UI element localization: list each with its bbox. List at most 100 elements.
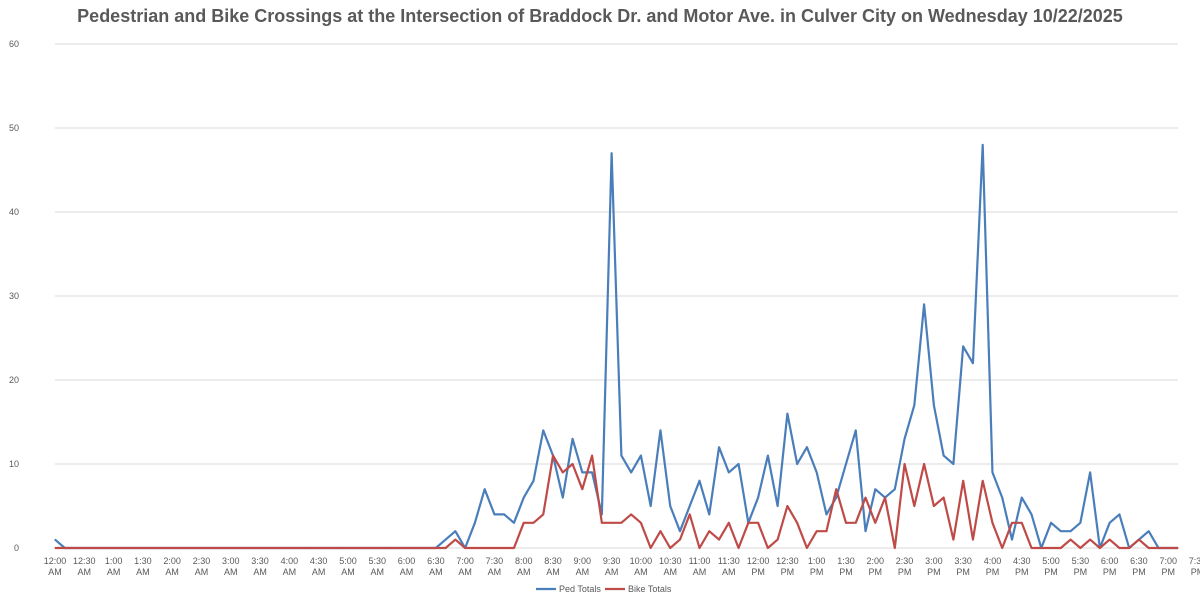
x-tick-time: 7:30 [1189,556,1200,566]
y-tick-label: 40 [9,207,19,217]
data-point-ped-totals [708,513,710,516]
data-point-ped-totals [698,480,701,482]
data-point-ped-totals [513,522,515,524]
data-point-ped-totals [728,471,730,473]
data-point-bike-totals [425,547,427,549]
x-tick-period: AM [693,567,707,577]
data-point-ped-totals [952,463,955,465]
data-point-ped-totals [1011,539,1013,541]
data-point-ped-totals [532,480,535,482]
series-points-ped-totals [54,144,1179,549]
data-point-ped-totals [454,530,456,532]
data-point-ped-totals [1148,530,1150,532]
x-tick-period: PM [986,567,1000,577]
data-point-ped-totals [659,429,662,431]
data-point-bike-totals [816,530,818,532]
data-point-bike-totals [279,547,281,549]
legend-entry-bike-totals: Bike Totals [605,584,672,594]
data-point-bike-totals [562,471,564,473]
data-point-bike-totals [1069,539,1072,541]
data-point-bike-totals [669,547,671,549]
y-tick-label: 20 [9,375,19,385]
x-tick-period: AM [224,567,238,577]
data-point-bike-totals [1079,547,1081,549]
data-point-ped-totals [982,144,984,146]
x-tick-time: 11:30 [718,556,740,566]
data-point-bike-totals [864,497,867,499]
data-point-bike-totals [991,522,994,524]
data-point-bike-totals [415,547,417,549]
data-point-bike-totals [54,547,56,549]
x-tick-period: AM [663,567,677,577]
x-tick-period: AM [371,567,385,577]
data-point-bike-totals [650,547,652,549]
data-point-bike-totals [64,547,66,549]
data-point-bike-totals [396,547,398,549]
data-point-bike-totals [366,547,369,549]
data-point-bike-totals [1001,547,1003,549]
data-point-bike-totals [142,547,144,549]
data-point-ped-totals [1069,530,1072,532]
data-point-bike-totals [122,547,124,549]
data-point-ped-totals [1089,471,1091,473]
y-tick-label: 30 [9,291,19,301]
data-point-bike-totals [474,547,476,549]
data-point-bike-totals [464,547,466,549]
data-point-bike-totals [513,547,515,549]
x-tick-time: 6:00 [398,556,416,566]
data-point-bike-totals [698,547,701,549]
data-point-bike-totals [845,522,847,524]
y-tick-label: 60 [9,39,19,49]
data-point-ped-totals [923,303,925,305]
data-point-bike-totals [435,547,437,549]
x-tick-period: PM [1074,567,1088,577]
data-point-ped-totals [786,413,788,415]
data-point-ped-totals [943,455,945,457]
data-point-bike-totals [161,547,164,549]
data-point-bike-totals [171,547,173,549]
x-tick-time: 3:00 [925,556,943,566]
data-point-bike-totals [601,522,603,524]
data-point-bike-totals [1030,547,1033,549]
data-point-ped-totals [894,488,896,490]
data-point-ped-totals [679,530,681,532]
x-tick-time: 3:30 [251,556,269,566]
data-point-bike-totals [1040,547,1042,549]
x-tick-period: AM [341,567,355,577]
data-point-ped-totals [620,455,622,457]
x-tick-period: AM [165,567,179,577]
data-point-bike-totals [1060,547,1062,549]
x-tick-time: 5:00 [1042,556,1060,566]
x-tick-time: 1:30 [134,556,152,566]
data-point-bike-totals [796,522,798,524]
x-tick-time: 2:30 [896,556,914,566]
data-point-bike-totals [903,463,906,465]
x-tick-period: AM [488,567,502,577]
data-point-ped-totals [484,488,486,490]
data-point-bike-totals [308,547,310,549]
data-point-bike-totals [542,513,544,516]
x-tick-period: AM [517,567,531,577]
x-tick-time: 1:00 [808,556,826,566]
data-point-ped-totals [718,446,720,448]
x-tick-time: 4:00 [984,556,1002,566]
data-point-ped-totals [1030,513,1033,516]
data-point-ped-totals [1079,522,1081,524]
x-tick-time: 3:30 [954,556,972,566]
legend: Ped Totals Bike Totals [536,584,672,594]
x-tick-period: PM [1044,567,1058,577]
x-tick-period: AM [634,567,648,577]
data-point-ped-totals [1001,497,1003,499]
x-tick-time: 4:00 [281,556,299,566]
